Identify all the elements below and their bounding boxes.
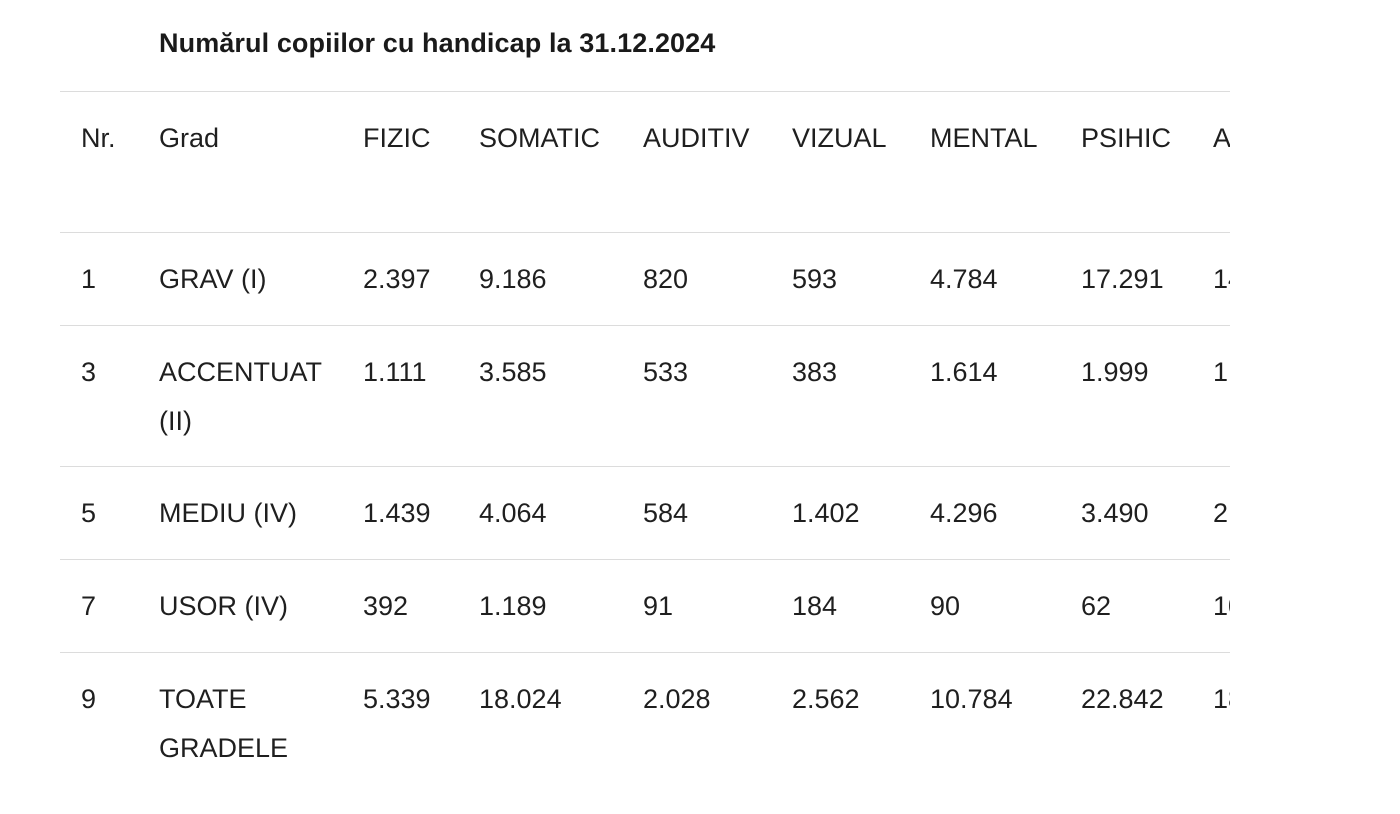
column-header-grad: Grad [159,123,220,153]
table-row: 7 USOR (IV) 392 1.189 91 184 90 62 10 [60,559,1230,653]
cell-nr: 3 [81,357,97,387]
table-title: Numărul copiilor cu handicap la 31.12.20… [159,28,716,58]
cell-vizual: 1.402 [792,498,860,528]
cell-mental: 10.784 [930,684,1013,714]
cell-truncated: 10 [1213,591,1230,621]
cell-nr: 9 [81,684,97,714]
cell-somatic: 18.024 [479,684,562,714]
cell-grad: MEDIU (IV) [159,498,297,528]
cell-grad: USOR (IV) [159,591,289,621]
disability-table: Nr. Grad FIZIC SOMATIC AUDITIV VIZUAL ME… [60,91,1230,794]
cell-vizual: 383 [792,357,838,387]
table-row: 3 ACCENTUAT (II) 1.111 3.585 533 383 1.6… [60,325,1230,467]
table-header-row: Nr. Grad FIZIC SOMATIC AUDITIV VIZUAL ME… [60,91,1230,233]
cell-nr: 1 [81,264,97,294]
cell-auditiv: 820 [643,264,689,294]
cell-grad: ACCENTUAT (II) [159,357,322,436]
cell-vizual: 2.562 [792,684,860,714]
cell-somatic: 9.186 [479,264,547,294]
table-row: 5 MEDIU (IV) 1.439 4.064 584 1.402 4.296… [60,466,1230,560]
cell-auditiv: 584 [643,498,689,528]
cell-mental: 90 [930,591,961,621]
cell-psihic: 1.999 [1081,357,1149,387]
table-scroll-container[interactable]: Nr. Grad FIZIC SOMATIC AUDITIV VIZUAL ME… [60,91,1230,814]
cell-psihic: 22.842 [1081,684,1164,714]
cell-somatic: 1.189 [479,591,547,621]
column-header-vizual: VIZUAL [792,123,887,153]
cell-fizic: 1.439 [363,498,431,528]
column-header-fizic: FIZIC [363,123,431,153]
column-header-auditiv: AUDITIV [643,123,750,153]
cell-auditiv: 533 [643,357,689,387]
cell-somatic: 3.585 [479,357,547,387]
cell-vizual: 593 [792,264,838,294]
cell-truncated: 14 [1213,264,1230,294]
cell-fizic: 1.111 [363,357,427,387]
cell-fizic: 5.339 [363,684,431,714]
cell-psihic: 17.291 [1081,264,1164,294]
cell-fizic: 2.397 [363,264,431,294]
column-header-somatic: SOMATIC [479,123,600,153]
cell-auditiv: 91 [643,591,674,621]
cell-somatic: 4.064 [479,498,547,528]
cell-grad: GRAV (I) [159,264,267,294]
cell-mental: 1.614 [930,357,998,387]
column-header-nr: Nr. [81,123,116,153]
cell-psihic: 62 [1081,591,1112,621]
column-header-psihic: PSIHIC [1081,123,1172,153]
cell-truncated: 18 [1213,684,1230,714]
cell-vizual: 184 [792,591,838,621]
table-row: 9 TOATE GRADELE 5.339 18.024 2.028 2.562… [60,652,1230,794]
column-header-mental: MENTAL [930,123,1038,153]
cell-truncated: 2 [1213,498,1229,528]
cell-fizic: 392 [363,591,409,621]
table-row: 1 GRAV (I) 2.397 9.186 820 593 4.784 17.… [60,232,1230,326]
cell-nr: 5 [81,498,97,528]
cell-psihic: 3.490 [1081,498,1149,528]
cell-truncated: 1. [1213,357,1230,387]
column-header-truncated: A [1213,123,1230,153]
cell-nr: 7 [81,591,97,621]
cell-grad: TOATE GRADELE [159,684,289,763]
cell-auditiv: 2.028 [643,684,711,714]
cell-mental: 4.296 [930,498,998,528]
cell-mental: 4.784 [930,264,998,294]
